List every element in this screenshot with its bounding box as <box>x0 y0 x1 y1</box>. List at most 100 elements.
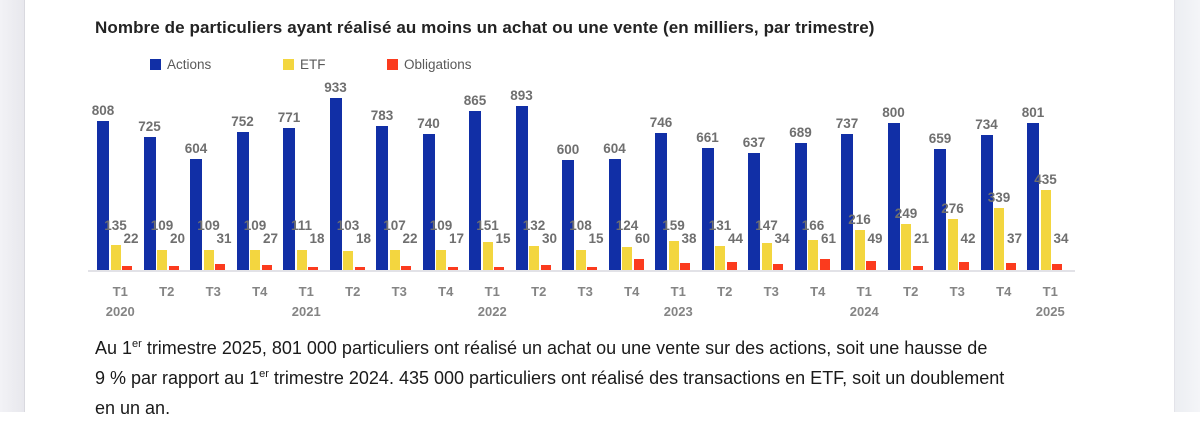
actions-bar <box>422 133 435 270</box>
x-axis-cell: T4 <box>981 283 1028 320</box>
obligations-bar <box>540 264 551 270</box>
quarter-label: T3 <box>391 284 407 299</box>
quarter-label: T1 <box>484 284 500 299</box>
bar-group: 600 108 15 <box>557 84 609 270</box>
etf-value-label: 132 <box>522 218 546 233</box>
x-axis-cell: T4 <box>423 283 470 320</box>
x-axis-cell: T3 <box>934 283 981 320</box>
etf-value-label: 108 <box>569 218 592 233</box>
actions-bar <box>190 158 202 270</box>
x-axis-cell: T2 <box>516 283 563 320</box>
bar-group: 689 166 61 <box>789 84 842 270</box>
bar-group: 661 131 44 <box>696 84 749 270</box>
x-axis-cell: T4 <box>609 283 656 320</box>
bar-group: 771 111 18 <box>278 84 330 270</box>
actions-legend-swatch-icon <box>150 59 161 70</box>
x-axis-cell: T4 <box>237 283 284 320</box>
actions-value-label: 771 <box>277 110 301 126</box>
obligations-bar <box>494 267 504 270</box>
obligations-bar <box>912 266 923 270</box>
obligations-bar <box>1052 263 1062 270</box>
etf-bar <box>296 249 307 270</box>
actions-bar <box>515 105 528 270</box>
obligations-value-label: 18 <box>355 231 372 246</box>
etf-value-label: 109 <box>243 218 267 233</box>
obligations-bar <box>122 266 132 270</box>
footnote-line: en un an. <box>95 398 171 418</box>
x-axis-cell: T1 2025 <box>1027 283 1074 320</box>
quarter-label: T3 <box>205 284 221 299</box>
obligations-bar <box>354 266 365 270</box>
actions-value-label: 783 <box>370 107 394 123</box>
actions-bar <box>329 98 342 270</box>
actions-bar <box>1027 122 1039 270</box>
etf-value-label: 159 <box>662 218 685 233</box>
obligations-bar <box>308 266 318 270</box>
actions-bar <box>887 122 900 270</box>
obligations-value-label: 49 <box>867 231 883 246</box>
actions-bar <box>608 158 621 270</box>
quarter-label: T2 <box>717 284 733 299</box>
legend-item-obligations: Obligations <box>387 57 472 72</box>
actions-bar <box>748 152 760 270</box>
obligations-value-label: 22 <box>123 231 139 246</box>
bar-group: 808 135 22 <box>92 84 144 270</box>
bar-group: 752 109 27 <box>231 84 284 270</box>
actions-value-label: 893 <box>510 87 533 103</box>
x-axis-cell: T4 <box>795 283 842 320</box>
x-axis-cell: T2 <box>888 283 935 320</box>
etf-value-label: 151 <box>476 218 499 233</box>
bar-group: 865 151 15 <box>464 84 516 270</box>
actions-bar <box>980 134 993 270</box>
actions-bar <box>562 159 574 270</box>
obligations-value-label: 30 <box>541 231 558 246</box>
etf-value-label: 131 <box>708 218 732 233</box>
actions-value-label: 865 <box>463 92 487 108</box>
bar-chart: 808 135 22 725 109 20 604 109 31 752 109 27 771 111 18… <box>88 81 1083 272</box>
actions-bar <box>655 132 667 270</box>
year-label: 2025 <box>1035 304 1065 319</box>
bar-group: 800 249 21 <box>882 84 935 270</box>
obligations-bar <box>680 263 690 270</box>
obligations-bar <box>819 258 830 270</box>
etf-value-label: 109 <box>429 218 453 233</box>
obligations-value-label: 60 <box>634 231 651 246</box>
obligations-value-label: 27 <box>262 231 279 246</box>
quarter-label: T2 <box>159 284 175 299</box>
etf-value-label: 109 <box>150 218 174 233</box>
obligations-value-label: 42 <box>960 231 976 246</box>
bar-group: 734 339 37 <box>975 84 1028 270</box>
quarter-label: T2 <box>531 284 547 299</box>
etf-bar <box>343 251 353 270</box>
x-axis-labels: T1 2020 T2 T3 T4 T1 2021 T2 T3 T4 T1 2022 T2 T3 T4 T1 20… <box>97 283 1074 320</box>
legend-label-etf: ETF <box>300 57 326 72</box>
obligations-value-label: 37 <box>1006 231 1023 246</box>
bar-group: 725 109 20 <box>138 84 191 270</box>
year-label: 2022 <box>477 304 507 319</box>
obligations-value-label: 34 <box>774 231 790 246</box>
bar-group: 604 124 60 <box>603 84 656 270</box>
actions-value-label: 661 <box>696 130 719 146</box>
x-axis-cell: T1 2023 <box>655 283 702 320</box>
etf-bar <box>901 224 911 270</box>
etf-bar <box>761 243 772 270</box>
bar-group: 783 107 22 <box>371 84 423 270</box>
obligations-value-label: 20 <box>169 231 186 246</box>
bar-group: 746 159 38 <box>650 84 702 270</box>
obligations-bar <box>215 264 225 270</box>
actions-bar <box>701 148 714 270</box>
legend-label-obligations: Obligations <box>404 57 472 72</box>
actions-bar <box>376 125 388 270</box>
etf-value-label: 109 <box>197 218 220 233</box>
bar-group: 637 147 34 <box>743 84 795 270</box>
quarter-label: T1 <box>1042 284 1058 299</box>
quarter-label: T2 <box>903 284 919 299</box>
quarter-label: T3 <box>949 284 965 299</box>
etf-bar <box>947 219 958 270</box>
quarter-label: T1 <box>298 284 314 299</box>
x-axis-cell: T3 <box>376 283 423 320</box>
etf-value-label: 276 <box>941 201 964 217</box>
obligations-value-label: 31 <box>216 231 232 246</box>
x-axis-cell: T3 <box>190 283 237 320</box>
actions-value-label: 734 <box>975 116 998 132</box>
